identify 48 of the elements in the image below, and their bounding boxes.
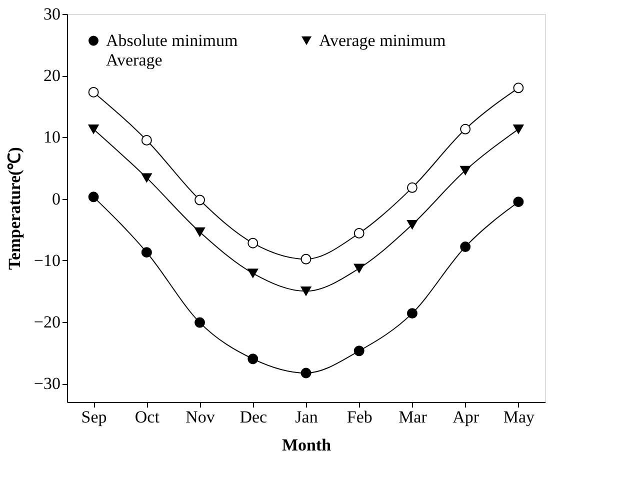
y-tick-label: 0 <box>52 189 60 208</box>
point <box>88 192 99 202</box>
x-tick-label: Apr <box>452 408 480 426</box>
point <box>248 354 258 364</box>
point <box>513 82 524 94</box>
point <box>406 182 418 193</box>
y-tick-label: −30 <box>34 374 60 394</box>
point <box>300 368 312 378</box>
point <box>300 254 312 264</box>
point <box>88 124 99 134</box>
x-tick-label: Dec <box>240 408 268 426</box>
point <box>513 196 524 208</box>
point <box>248 238 258 248</box>
point <box>460 242 471 252</box>
point <box>354 264 364 273</box>
y-axis-title: Temperature(℃) <box>4 147 24 270</box>
y-tick-label: 20 <box>44 66 60 86</box>
point <box>194 317 206 328</box>
x-tick-label: Feb <box>346 408 372 426</box>
point <box>406 220 418 230</box>
point <box>194 194 206 206</box>
legend-label: Absolute minimum <box>106 30 238 50</box>
point <box>513 124 524 134</box>
y-tick-label: −20 <box>34 312 60 332</box>
y-tick-label: 30 <box>44 4 60 24</box>
x-tick-label: Sep <box>81 408 107 426</box>
x-tick-label: Oct <box>134 408 160 426</box>
point <box>406 308 418 319</box>
point <box>141 135 152 146</box>
x-tick-label: Nov <box>186 408 216 426</box>
x-axis-title: Month <box>282 436 332 454</box>
point <box>88 86 99 98</box>
point <box>141 247 152 258</box>
point <box>354 346 364 356</box>
x-tick-label: Jan <box>295 408 318 426</box>
y-tick-label: 10 <box>44 128 60 147</box>
x-tick-label: Mar <box>398 408 428 426</box>
point <box>141 173 152 182</box>
series-label: Average <box>106 50 162 70</box>
point <box>354 228 364 238</box>
y-tick-label: −10 <box>34 250 60 270</box>
point <box>194 227 206 237</box>
x-tick-label: May <box>503 408 536 426</box>
point <box>248 268 258 278</box>
legend-label: Average minimum <box>319 30 446 50</box>
point <box>300 286 312 296</box>
point <box>460 124 471 134</box>
point <box>460 166 471 176</box>
